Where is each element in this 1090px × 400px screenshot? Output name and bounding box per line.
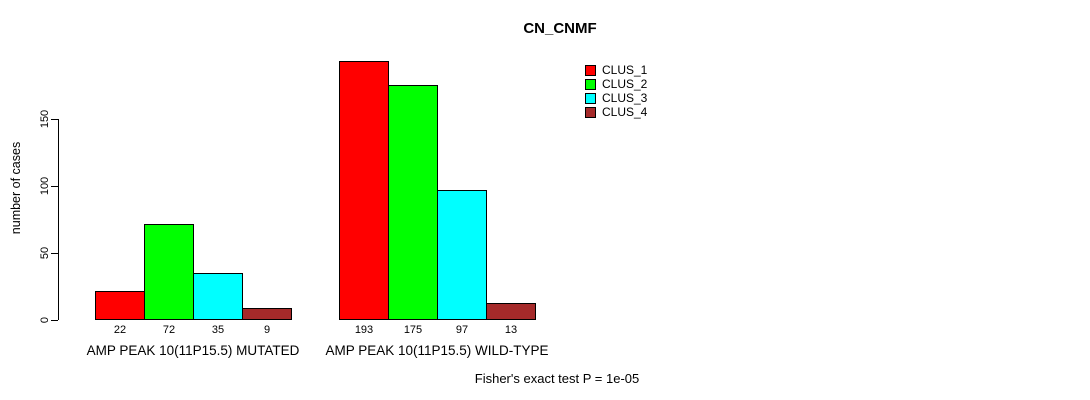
legend-swatch-clus-2 <box>585 78 596 90</box>
legend-swatch-clus-4 <box>585 106 596 118</box>
bar-value-label: 13 <box>504 324 518 336</box>
x-group-label-wildtype: AMP PEAK 10(11P15.5) WILD-TYPE <box>325 343 549 358</box>
bar-group1-clus-4 <box>242 308 292 320</box>
y-axis-line <box>58 119 59 320</box>
legend-item-clus-1: CLUS_1 <box>585 63 647 77</box>
y-axis-tick <box>51 186 58 187</box>
bar-value-label: 9 <box>263 324 271 336</box>
legend-label-clus-4: CLUS_4 <box>602 105 648 119</box>
bar-value-label: 97 <box>455 324 469 336</box>
legend-label-clus-2: CLUS_2 <box>602 77 648 91</box>
y-tick-label: 150 <box>39 109 51 129</box>
chart-title: CN_CNMF <box>523 20 597 37</box>
x-group-label-mutated: AMP PEAK 10(11P15.5) MUTATED <box>86 343 300 358</box>
legend-item-clus-2: CLUS_2 <box>585 77 647 91</box>
legend-label-clus-3: CLUS_3 <box>602 91 648 105</box>
bar-value-label: 193 <box>354 324 374 336</box>
bar-group2-clus-1 <box>339 61 389 320</box>
bar-value-label: 175 <box>403 324 423 336</box>
y-axis-tick <box>51 320 58 321</box>
bar-value-label: 22 <box>113 324 127 336</box>
y-tick-label: 100 <box>39 176 51 196</box>
legend-item-clus-4: CLUS_4 <box>585 105 647 119</box>
y-axis-tick <box>51 119 58 120</box>
y-axis-label: number of cases <box>9 141 23 235</box>
bar-value-label: 72 <box>162 324 176 336</box>
bar-group1-clus-1 <box>95 291 145 320</box>
bar-group1-clus-3 <box>193 273 243 320</box>
legend: CLUS_1 CLUS_2 CLUS_3 CLUS_4 <box>585 63 647 119</box>
legend-swatch-clus-1 <box>585 64 596 76</box>
legend-swatch-clus-3 <box>585 92 596 104</box>
bar-group2-clus-2 <box>388 85 438 320</box>
y-axis-tick <box>51 253 58 254</box>
y-tick-label: 50 <box>39 246 51 260</box>
legend-label-clus-1: CLUS_1 <box>602 63 648 77</box>
bar-group2-clus-3 <box>437 190 487 320</box>
legend-item-clus-3: CLUS_3 <box>585 91 647 105</box>
bar-group1-clus-2 <box>144 224 194 320</box>
bar-value-label: 35 <box>211 324 225 336</box>
fisher-test-annotation: Fisher's exact test P = 1e-05 <box>474 371 640 386</box>
bar-group2-clus-4 <box>486 303 536 320</box>
y-tick-label: 0 <box>39 316 51 324</box>
